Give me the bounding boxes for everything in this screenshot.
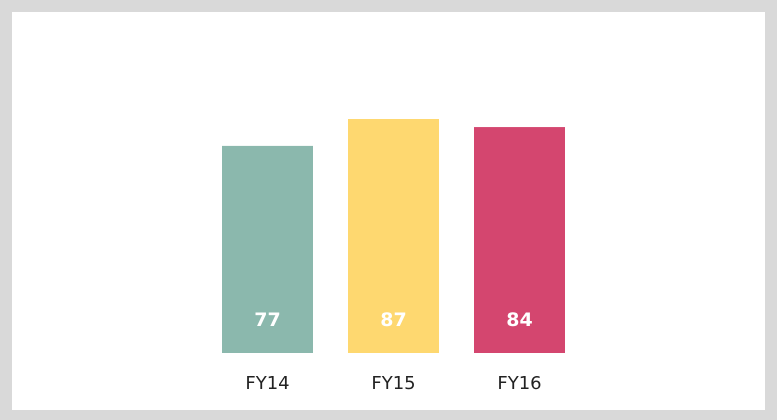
value-label: 84 — [506, 309, 532, 331]
value-label: 77 — [254, 309, 280, 331]
x-tick-label: FY15 — [371, 373, 415, 394]
x-tick-label: FY14 — [245, 373, 289, 394]
bar — [474, 127, 565, 353]
value-label: 87 — [380, 309, 406, 331]
bar — [222, 145, 313, 353]
x-tick-label: FY16 — [497, 373, 541, 394]
bar — [348, 119, 439, 353]
